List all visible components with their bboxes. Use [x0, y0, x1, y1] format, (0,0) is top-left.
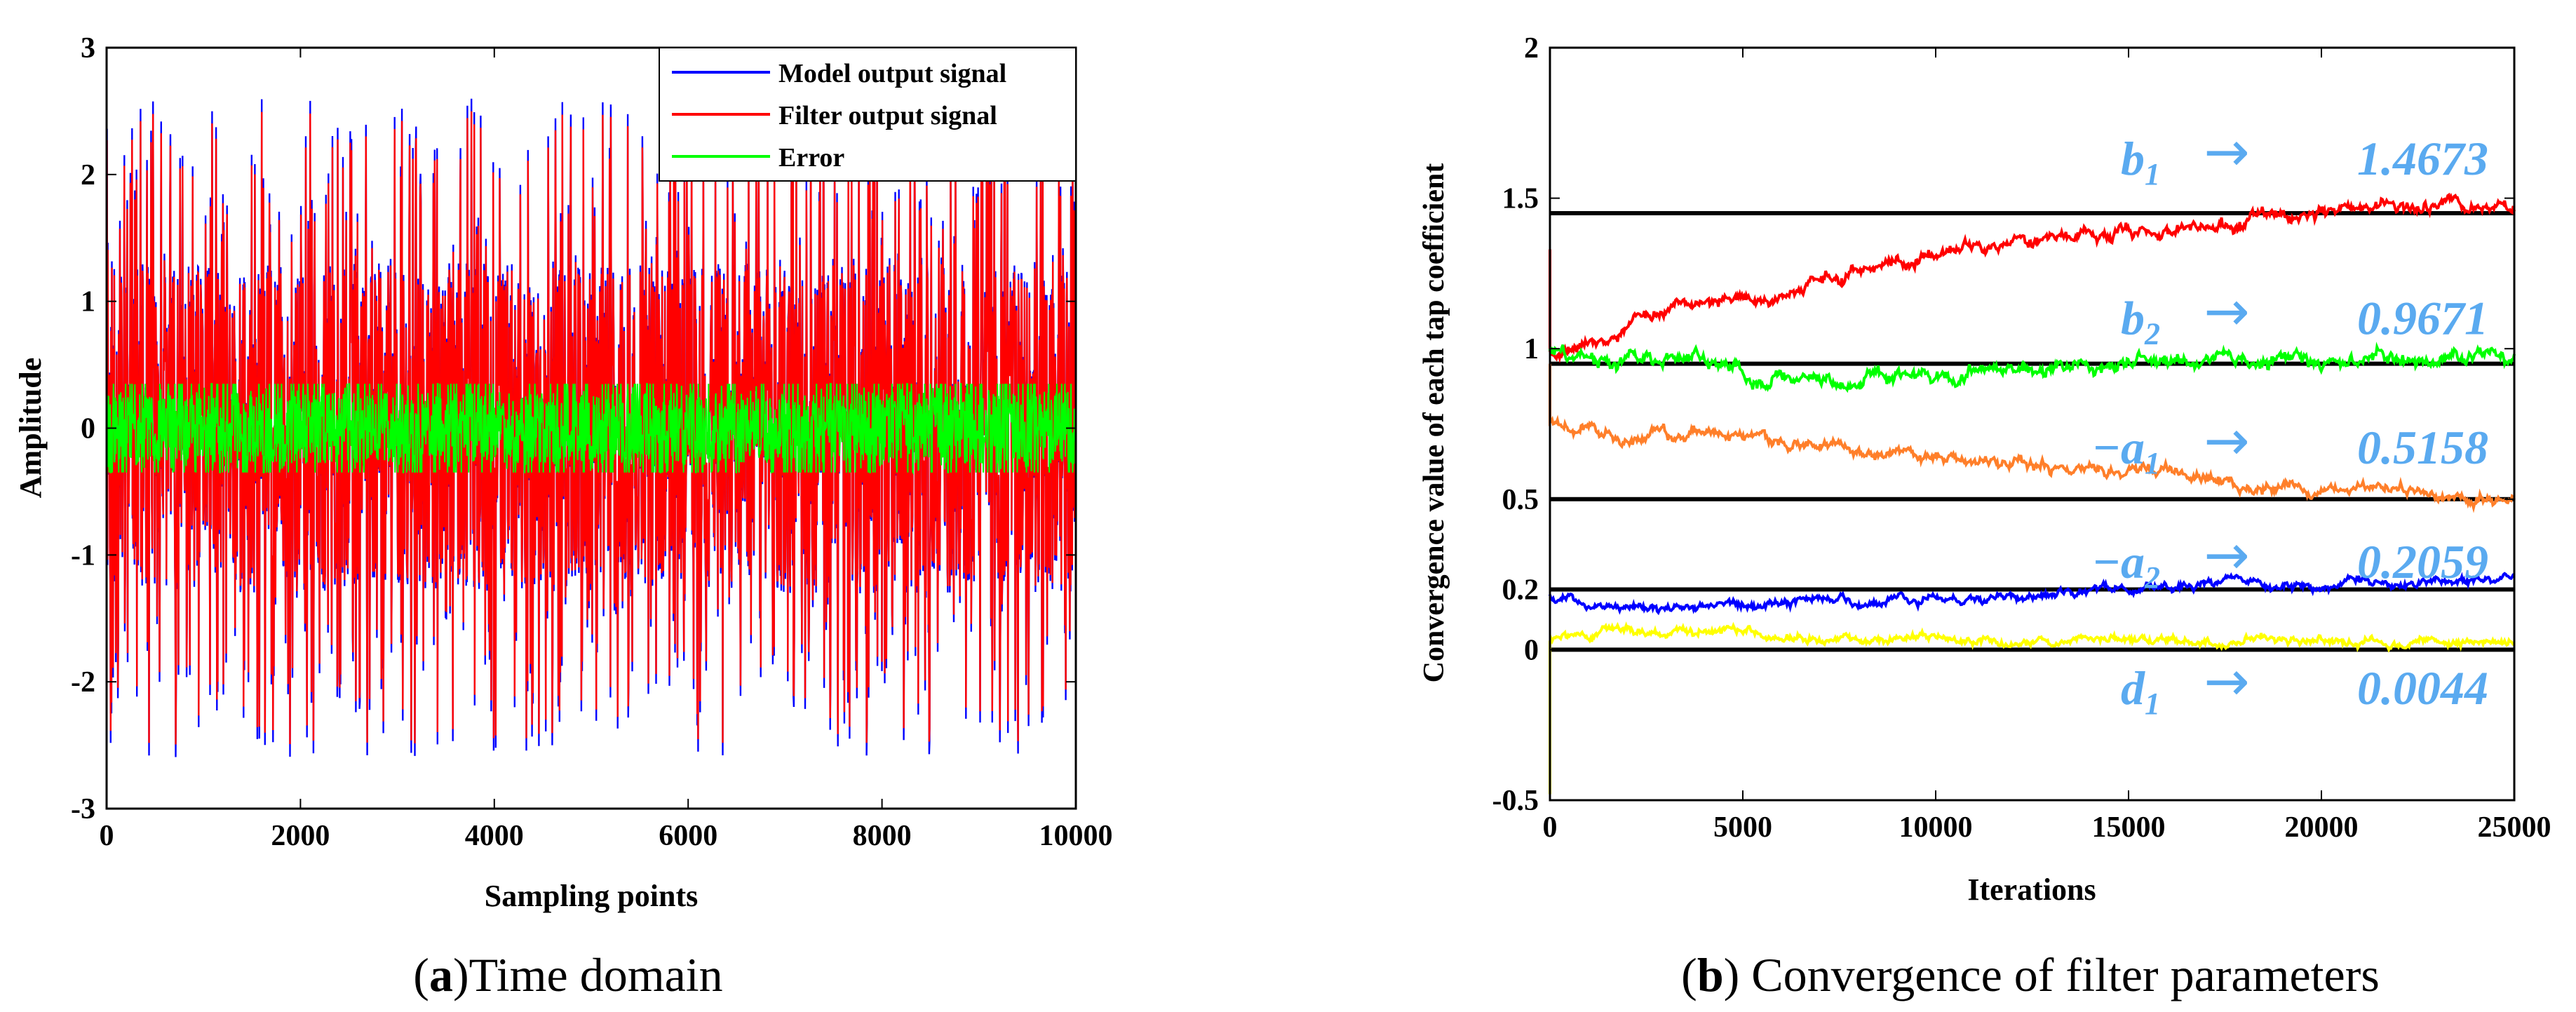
- y-tick-label: -3: [71, 793, 95, 825]
- annotation-value: 0.2059: [2357, 535, 2488, 588]
- series-a2: [1549, 572, 2515, 616]
- y-tick-label: 0: [1524, 634, 1539, 666]
- legend-label-filter: Filter output signal: [778, 101, 997, 130]
- y-tick-label: 0.5: [1502, 484, 1539, 516]
- annotation-symbol: d1: [2121, 661, 2160, 721]
- y-tick-label: -2: [71, 666, 95, 699]
- series-d1: [1549, 621, 2516, 795]
- x-tick-label: 8000: [853, 820, 912, 852]
- x-tick-label: 20000: [2285, 811, 2359, 844]
- time-domain-series: [105, 98, 1077, 757]
- legend-label-error: Error: [778, 143, 844, 173]
- annotation-value: 1.4673: [2357, 132, 2488, 185]
- annotation-arrow: →: [2204, 280, 2249, 343]
- x-tick-label: 15000: [2092, 811, 2166, 844]
- y-tick-label: 1: [81, 286, 95, 318]
- x-tick-label: 5000: [1713, 811, 1772, 844]
- annotation-value: 0.5158: [2357, 421, 2488, 474]
- time-domain-ticks: 0 2000 4000 6000 8000 10000 3 2 1 0 -1 -2 -3: [71, 32, 1113, 852]
- x-tick-label: 25000: [2478, 811, 2551, 844]
- time-domain-y-axis-label: Amplitude: [13, 358, 48, 498]
- time-domain-legend: Model output signal Filter output signal…: [659, 47, 1077, 182]
- y-tick-label: 1: [1524, 333, 1539, 365]
- y-tick-label: -0.5: [1492, 785, 1539, 817]
- convergence-y-axis-label: Convergence value of each tap coefficien…: [1418, 163, 1450, 683]
- series-b1: [1549, 192, 2516, 364]
- annotation-arrow: →: [2204, 410, 2249, 473]
- annotation-arrow: →: [2204, 524, 2249, 587]
- annotation-symbol: −a1: [2092, 421, 2160, 480]
- series-a1: [1549, 363, 2516, 513]
- x-tick-label: 10000: [1899, 811, 1973, 844]
- x-tick-label: 6000: [659, 820, 717, 852]
- annotation-symbol: −a2: [2092, 535, 2160, 595]
- convergence-annotations: b1 → 1.4673 b2 → 0.9671 −a1 → 0.5158 −a2 → 0.2059 d1…: [2092, 121, 2488, 721]
- y-tick-label: 0: [81, 413, 95, 445]
- series-b2: [1549, 342, 2516, 393]
- series-error: [106, 383, 1077, 475]
- x-tick-label: 0: [1543, 811, 1558, 844]
- convergence-series: [1549, 192, 2516, 795]
- annotation-symbol: b2: [2121, 291, 2160, 351]
- convergence-chart: 0 5000 10000 15000 20000 2500021.510.50.20-0.…: [1418, 32, 2551, 907]
- annotation-arrow: →: [2204, 650, 2249, 713]
- y-tick-label: 2: [1524, 32, 1539, 65]
- convergence-x-axis-label: Iterations: [1967, 872, 2096, 907]
- time-domain-x-axis-label: Sampling points: [485, 879, 698, 913]
- y-tick-label: 3: [81, 32, 95, 65]
- annotation-symbol: b1: [2121, 132, 2160, 191]
- caption-b: (b) Convergence of filter parameters: [1681, 948, 2380, 1001]
- legend-label-model: Model output signal: [778, 59, 1006, 88]
- convergence-plot-frame: [1549, 46, 2516, 802]
- y-tick-label: 0.2: [1502, 574, 1539, 607]
- convergence-ticks: 0 5000 10000 15000 20000 2500021.510.50.20-0.…: [1492, 32, 2551, 844]
- annotation-value: 0.9671: [2357, 291, 2488, 344]
- y-tick-label: 2: [81, 159, 95, 191]
- annotation-value: 0.0044: [2357, 661, 2488, 715]
- caption-a: (a)Time domain: [413, 948, 722, 1001]
- y-tick-label: 1.5: [1502, 183, 1539, 215]
- x-tick-label: 2000: [271, 820, 330, 852]
- annotation-arrow: →: [2204, 121, 2249, 184]
- x-tick-label: 10000: [1039, 820, 1113, 852]
- x-tick-label: 4000: [465, 820, 524, 852]
- y-tick-label: -1: [71, 539, 95, 572]
- x-tick-label: 0: [100, 820, 114, 852]
